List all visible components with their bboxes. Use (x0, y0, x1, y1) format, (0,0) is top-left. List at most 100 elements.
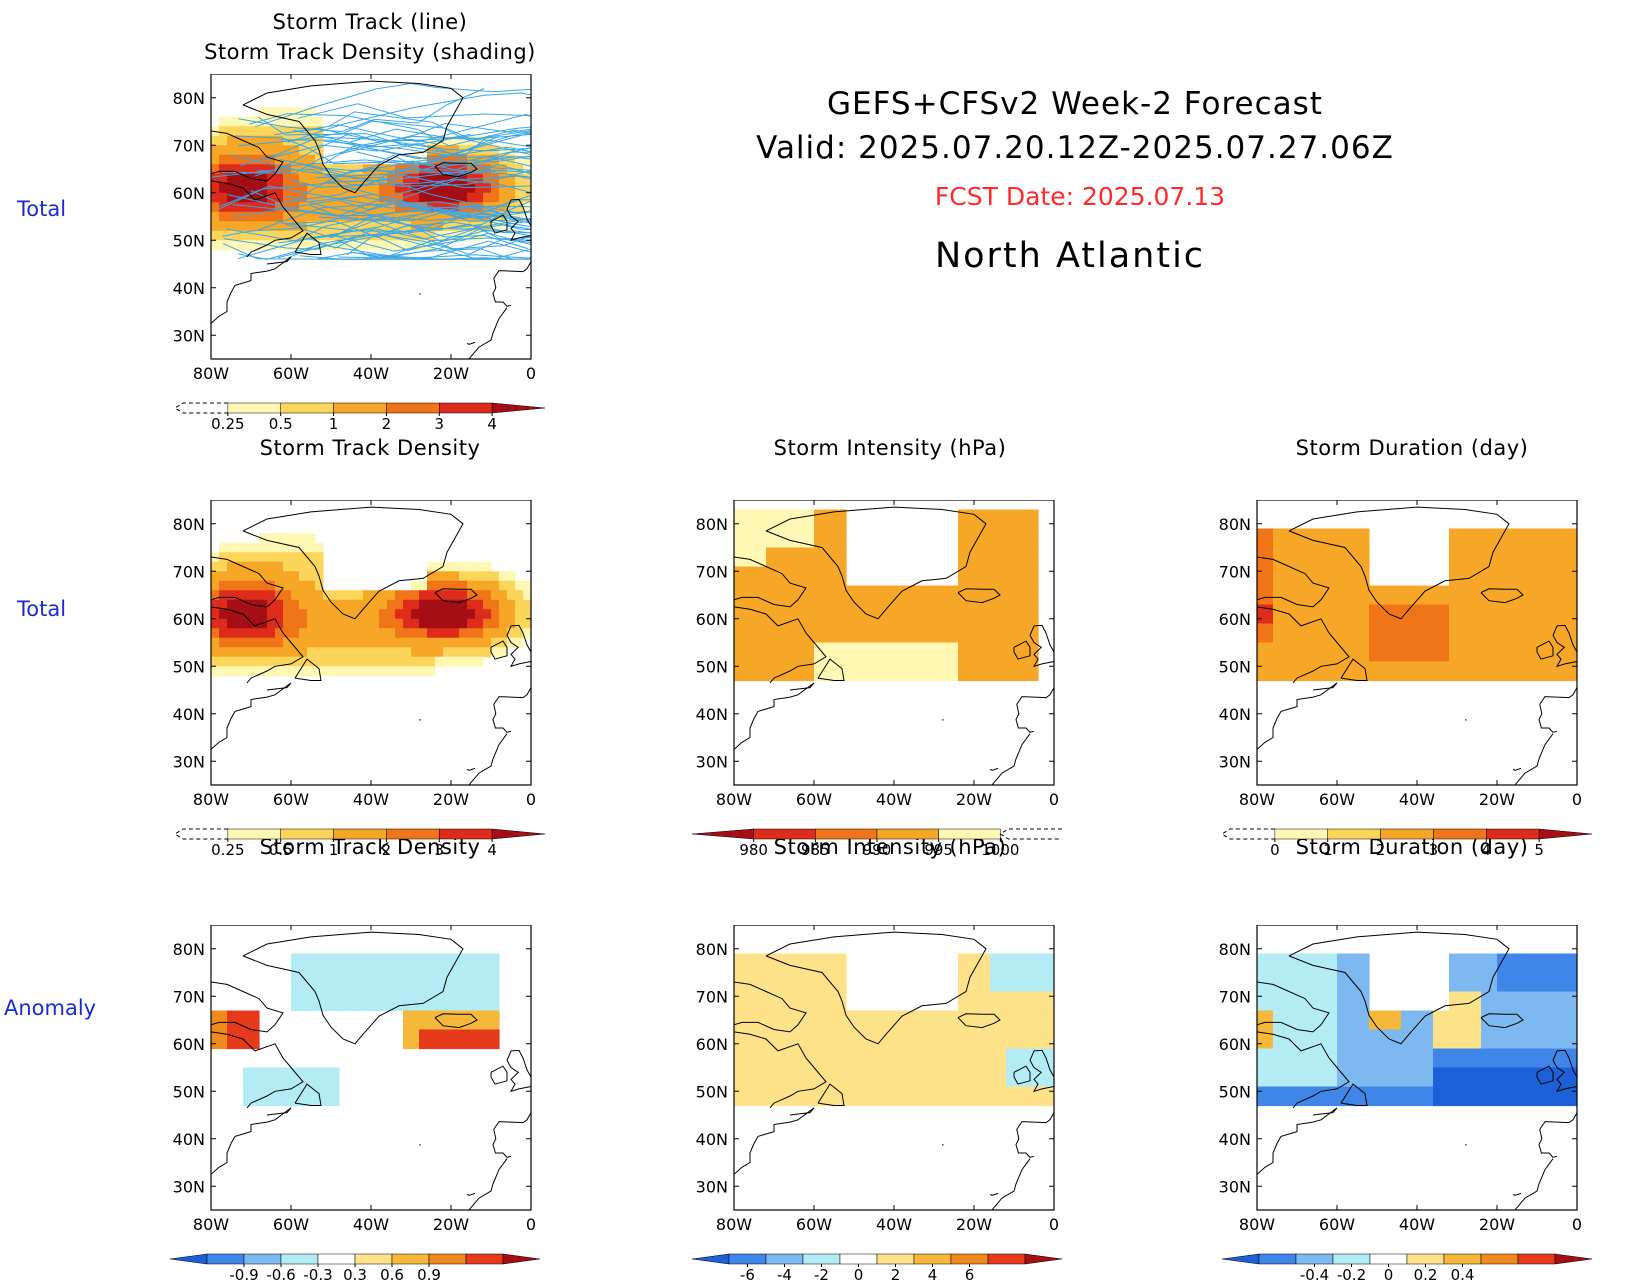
coastline (734, 682, 815, 750)
field-cell (323, 211, 332, 222)
field-cell (1449, 1048, 1466, 1069)
field-cell (323, 221, 332, 232)
field-cell (483, 183, 492, 194)
field-cell (846, 661, 863, 682)
field-cell (235, 618, 244, 629)
field-cell (499, 580, 508, 591)
field-cell (331, 599, 340, 610)
field-cell (235, 552, 244, 563)
field-cell (483, 618, 492, 629)
lat-tick-label: 80N (173, 940, 205, 959)
field-cell (403, 609, 412, 620)
colorbar-label: 2 (382, 415, 392, 433)
field-cell (1353, 991, 1370, 1012)
field-cell (371, 221, 380, 232)
colorbar-open-end (1222, 828, 1275, 840)
storm-track-line (266, 126, 531, 160)
field-cell (1337, 991, 1354, 1012)
field-cell (499, 221, 508, 232)
field-cell (323, 1067, 340, 1088)
storm-track-line (258, 199, 531, 231)
field-cell (219, 656, 228, 667)
field-cell (275, 1086, 292, 1107)
colorbar-label: 2 (1376, 841, 1386, 859)
coastline (294, 1083, 322, 1106)
field-cell (243, 656, 252, 667)
field-cell (339, 599, 348, 610)
field-cell (499, 618, 508, 629)
field-cell (299, 590, 308, 601)
storm-track-line (340, 122, 531, 155)
field-cell (523, 580, 531, 591)
field-cell (307, 571, 316, 582)
field-cell (942, 1048, 959, 1069)
field-cell (1038, 991, 1054, 1012)
field-cell (363, 211, 372, 222)
field-cell (1449, 528, 1466, 549)
field-cell (910, 1067, 927, 1088)
field-cell (291, 173, 300, 184)
field-cell (483, 561, 492, 572)
lon-tick-label: 60W (1319, 1215, 1355, 1234)
field-cell (467, 618, 476, 629)
field-cell (475, 647, 484, 658)
field-cell (283, 637, 292, 648)
field-cell (499, 202, 508, 213)
lat-tick-label: 40N (173, 705, 205, 724)
field-cell (862, 661, 879, 682)
field-cell (371, 618, 380, 629)
coastline (734, 981, 807, 1033)
field-cell (750, 623, 767, 644)
field-cell (1497, 1086, 1514, 1107)
field-cell (926, 1067, 943, 1088)
field-cell (451, 154, 460, 165)
field-cell (1401, 1067, 1418, 1088)
coastline (1480, 588, 1524, 604)
field-cell (782, 991, 799, 1012)
field-cell (1481, 528, 1498, 549)
field-cell (750, 547, 767, 568)
field-cell (515, 609, 524, 620)
field-cell (467, 580, 476, 591)
field-cell (1006, 661, 1023, 682)
field-cell (1006, 585, 1023, 606)
field-cell (507, 590, 516, 601)
field-cell (926, 1029, 943, 1050)
field-cell (235, 221, 244, 232)
field-cell (315, 580, 324, 591)
colorbar-label: -0.2 (1337, 1266, 1366, 1284)
field-cell (451, 183, 460, 194)
field-cell (499, 192, 508, 203)
field-cell (1385, 1086, 1402, 1107)
field-cell (283, 240, 292, 251)
field-cell (259, 221, 268, 232)
storm-track-line (249, 113, 531, 147)
field-cell (798, 991, 815, 1012)
field-cell (307, 618, 316, 629)
field-cell (499, 599, 508, 610)
coastline (734, 606, 827, 684)
field-cell (227, 599, 236, 610)
field-cell (467, 972, 484, 993)
field-cell (443, 590, 452, 601)
field-cell (491, 192, 500, 203)
field-cell (235, 599, 244, 610)
field-cell (443, 183, 452, 194)
field-cell (251, 628, 260, 639)
storm-track-line (366, 218, 531, 255)
field-cell (243, 145, 252, 156)
lon-tick-label: 0 (1049, 1215, 1059, 1234)
field-cell (459, 571, 468, 582)
storm-track-line (298, 103, 531, 119)
field-cell (734, 585, 751, 606)
colorbar-swatch (692, 1253, 730, 1265)
field-cell (523, 618, 531, 629)
field-cell (782, 547, 799, 568)
field-cell (275, 202, 284, 213)
field-cell (483, 1010, 500, 1031)
field-cell (355, 628, 364, 639)
field-cell (211, 590, 220, 601)
field-cell (387, 666, 396, 677)
field-cell (355, 972, 372, 993)
